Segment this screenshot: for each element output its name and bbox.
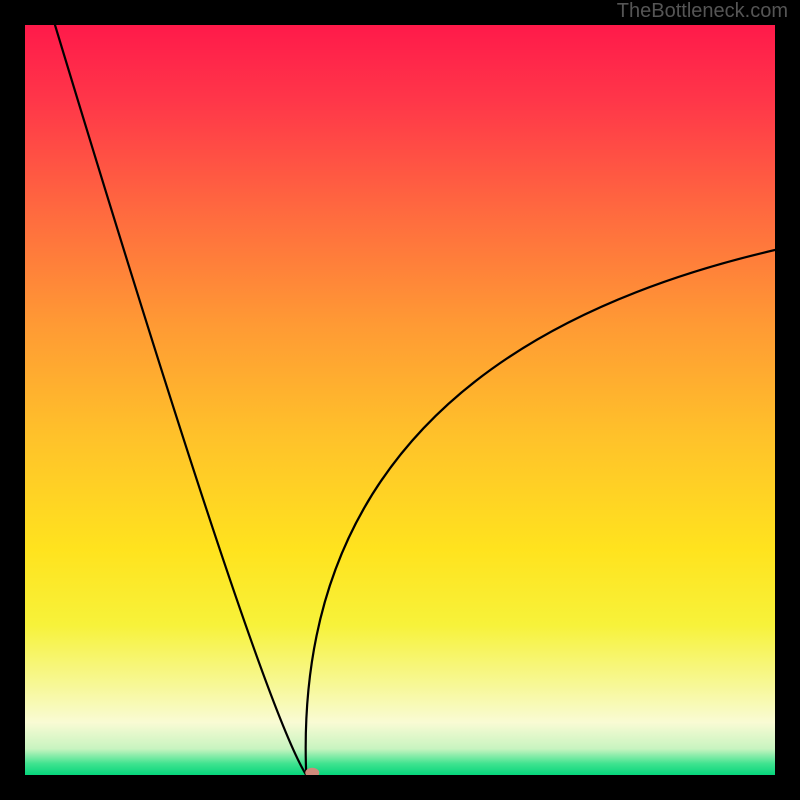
watermark-text: TheBottleneck.com xyxy=(617,0,788,23)
chart-background xyxy=(25,25,775,775)
bottleneck-chart xyxy=(25,25,775,775)
chart-frame: TheBottleneck.com xyxy=(0,0,800,800)
